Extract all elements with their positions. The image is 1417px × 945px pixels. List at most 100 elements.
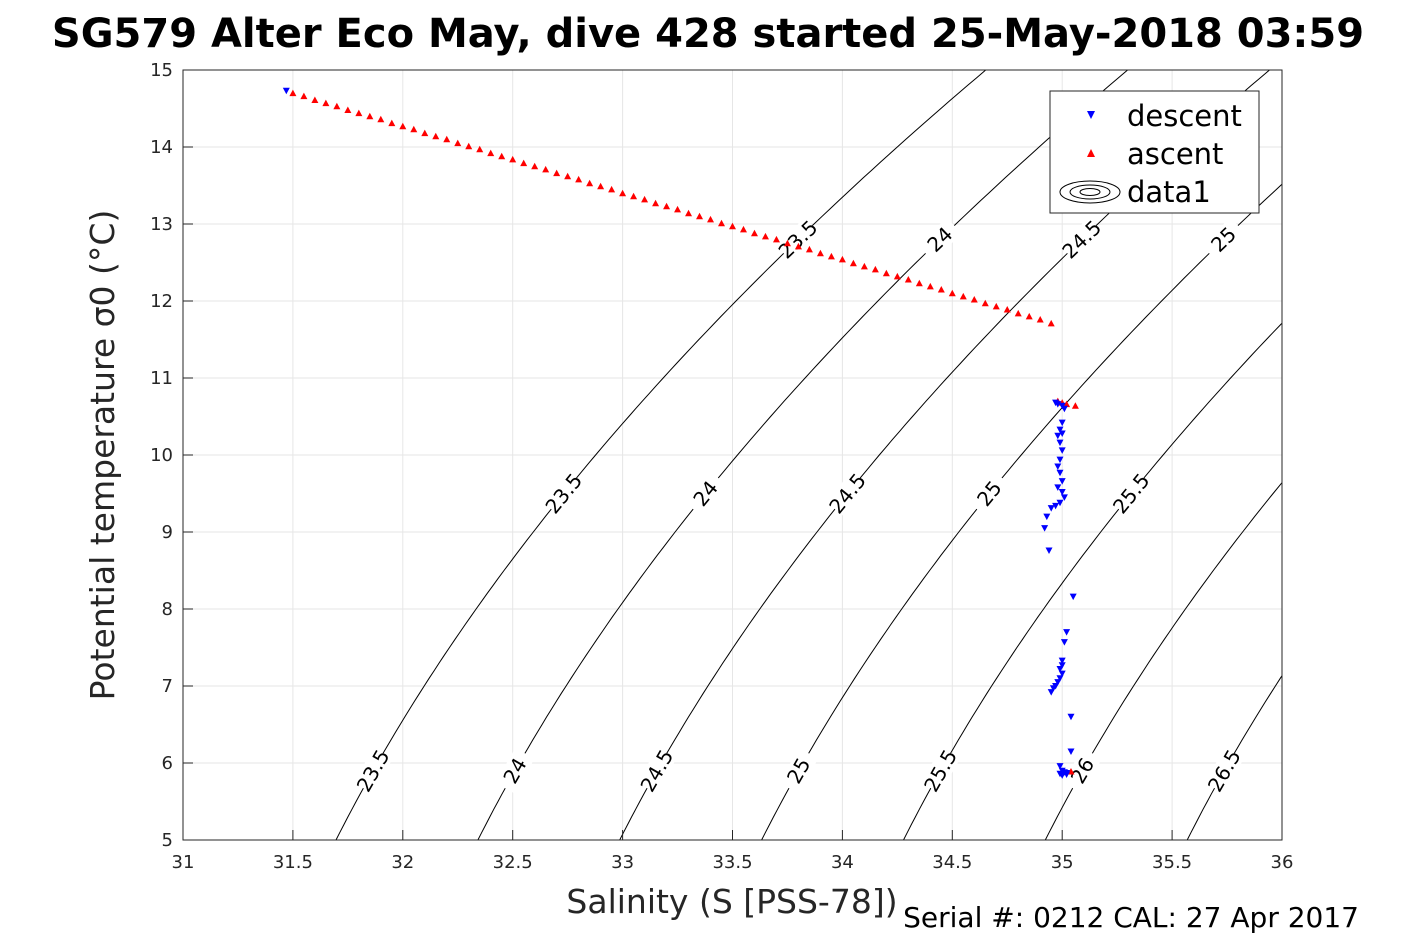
- descent-point: [1056, 426, 1064, 434]
- ascent-point: [619, 189, 627, 197]
- ascent-point: [970, 295, 978, 303]
- descent-point: [1058, 772, 1066, 779]
- descent-point: [1058, 478, 1066, 485]
- y-tick-label: 9: [162, 522, 173, 543]
- descent-point: [1054, 484, 1062, 491]
- ascent-point: [1063, 400, 1071, 408]
- descent-point: [1052, 502, 1060, 510]
- contour-label-background: [779, 747, 819, 794]
- descent-point: [1041, 525, 1049, 532]
- chart-title: SG579 Alter Eco May, dive 428 started 25…: [52, 11, 1364, 57]
- ascent-point: [926, 282, 934, 290]
- ascent-point: [432, 132, 440, 140]
- descent-point: [1056, 666, 1064, 673]
- legend-contour-icon: [1059, 180, 1121, 204]
- y-tick-label: 8: [162, 599, 173, 620]
- ascent-point: [685, 209, 693, 217]
- density-contour-line: [1044, 481, 1282, 840]
- descent-series: [282, 87, 1077, 779]
- contour-label-background: [1204, 747, 1244, 794]
- contour-label-background: [1059, 217, 1104, 262]
- ascent-point: [959, 292, 967, 300]
- density-contour-line: [902, 322, 1282, 840]
- y-tick-label: 15: [150, 60, 173, 81]
- legend-data1-label: data1: [1127, 175, 1211, 209]
- ascent-point: [981, 299, 989, 307]
- ascent-point: [761, 232, 769, 240]
- ascent-point: [707, 215, 715, 223]
- descent-point: [1063, 629, 1071, 636]
- serial-cal-footer: Serial #: 0212 CAL: 27 Apr 2017: [903, 901, 1359, 934]
- contour-label-background: [1201, 217, 1246, 262]
- descent-point: [1060, 494, 1068, 501]
- ascent-series: [289, 89, 1079, 775]
- ascent-point: [542, 165, 550, 173]
- y-tick-label: 14: [150, 137, 173, 158]
- descent-point: [1069, 593, 1077, 601]
- ascent-point: [421, 129, 429, 137]
- density-contour-line: [1321, 55, 1417, 856]
- y-tick-label: 6: [162, 753, 173, 774]
- x-tick-label: 32: [391, 852, 414, 873]
- legend-ascent-label: ascent: [1127, 137, 1223, 171]
- ascent-point: [388, 119, 396, 127]
- x-tick-label: 33: [611, 852, 634, 873]
- ascent-point: [454, 139, 462, 147]
- descent-point: [1056, 675, 1064, 682]
- ascent-point: [322, 99, 330, 107]
- legend[interactable]: descent ascent data1: [1049, 90, 1260, 214]
- ascent-point: [871, 265, 879, 273]
- x-tick-label: 33.5: [712, 852, 752, 873]
- x-tick-label: 35: [1051, 852, 1074, 873]
- contour-label-background: [968, 471, 1011, 516]
- ascent-point: [311, 96, 319, 104]
- ascent-point: [531, 162, 539, 170]
- ascent-point: [300, 92, 308, 100]
- descent-point: [1058, 662, 1066, 669]
- descent-point: [282, 87, 290, 95]
- y-axis-label: Potential temperature σ0 (°C): [83, 210, 122, 701]
- x-tick-label: 32.5: [493, 852, 533, 873]
- ascent-point: [1003, 305, 1011, 313]
- legend-ascent-marker: [1087, 149, 1095, 157]
- ascent-point: [794, 242, 802, 250]
- legend-box: [1049, 90, 1260, 214]
- descent-point: [1058, 430, 1066, 437]
- ascent-point: [410, 125, 418, 133]
- contour-label-background: [495, 747, 535, 794]
- x-tick-label: 34: [831, 852, 854, 873]
- contour-label-background: [921, 747, 961, 794]
- ascent-point: [805, 245, 813, 253]
- ascent-point: [783, 239, 791, 247]
- density-contour-line: [335, 70, 987, 840]
- descent-point: [1058, 447, 1066, 454]
- ascent-point: [608, 185, 616, 193]
- density-contours: [335, 55, 1417, 856]
- ascent-point: [630, 192, 638, 200]
- descent-point: [1056, 469, 1064, 477]
- density-contour-line: [761, 183, 1282, 840]
- ascent-point: [1047, 319, 1055, 327]
- ascent-point: [838, 255, 846, 263]
- contour-label-background: [684, 471, 727, 516]
- y-tick-label: 12: [150, 291, 173, 312]
- descent-point: [1049, 685, 1057, 692]
- ascent-point: [399, 122, 407, 130]
- descent-point: [1067, 748, 1075, 755]
- ascent-point: [663, 202, 671, 210]
- density-contour-line: [1186, 674, 1282, 840]
- y-tick-label: 7: [162, 676, 173, 697]
- ascent-point: [487, 149, 495, 157]
- ascent-point: [696, 212, 704, 220]
- ascent-point: [498, 152, 506, 160]
- ascent-point: [520, 159, 528, 167]
- x-tick-label: 31: [172, 852, 195, 873]
- descent-point: [1047, 689, 1055, 696]
- ascent-point: [575, 175, 583, 183]
- ascent-point: [1025, 312, 1033, 320]
- ascent-point: [948, 289, 956, 297]
- descent-point: [1056, 456, 1064, 464]
- ascent-point: [904, 275, 912, 283]
- descent-point: [1058, 670, 1066, 678]
